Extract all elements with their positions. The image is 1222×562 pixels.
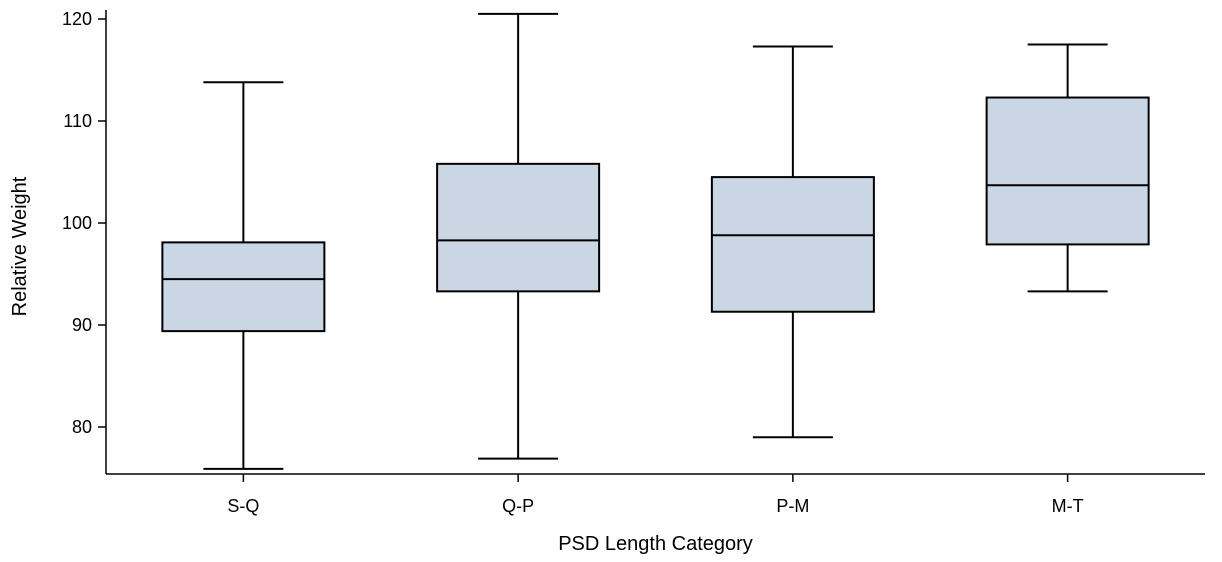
x-axis-ticks: S-Q Q-P P-M M-T — [227, 474, 1084, 516]
box-q-p — [436, 12, 601, 460]
y-tick-label: 120 — [62, 9, 92, 29]
iqr-box — [710, 176, 875, 313]
box-s-q — [161, 81, 326, 470]
iqr-box — [985, 96, 1150, 246]
y-axis-ticks: 80 90 100 110 120 — [62, 9, 106, 437]
axes — [105, 10, 1205, 475]
box-p-m — [710, 45, 875, 439]
x-tick-label: M-T — [1052, 496, 1084, 516]
iqr-box — [161, 241, 326, 333]
box-m-t — [985, 43, 1150, 293]
x-tick-label: S-Q — [227, 496, 259, 516]
y-tick-label: 90 — [72, 315, 92, 335]
x-tick-label: P-M — [776, 496, 809, 516]
y-tick-label: 100 — [62, 213, 92, 233]
boxes — [161, 12, 1150, 470]
y-tick-label: 80 — [72, 417, 92, 437]
iqr-box — [436, 162, 601, 293]
x-tick-label: Q-P — [502, 496, 534, 516]
y-tick-label: 110 — [63, 111, 92, 131]
x-axis-title: PSD Length Category — [558, 533, 753, 555]
y-axis-title: Relative Weight — [9, 176, 31, 316]
